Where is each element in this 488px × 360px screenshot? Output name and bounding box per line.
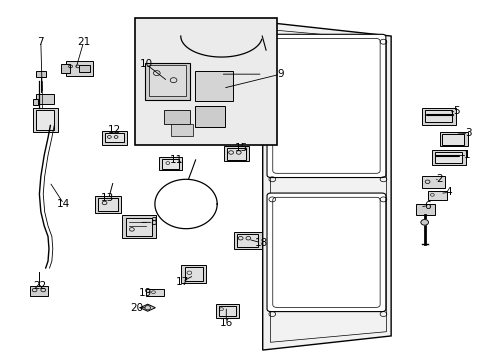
Text: 11: 11 — [169, 155, 183, 165]
Text: 13: 13 — [101, 193, 114, 203]
Bar — [61, 64, 70, 73]
Bar — [125, 218, 152, 236]
Text: 1: 1 — [463, 150, 469, 160]
Bar — [122, 215, 156, 238]
FancyBboxPatch shape — [266, 193, 385, 312]
Text: 8: 8 — [150, 217, 157, 227]
Bar — [415, 204, 434, 215]
Text: 4: 4 — [445, 187, 451, 197]
Text: 17: 17 — [175, 276, 188, 287]
Bar — [36, 71, 45, 77]
Text: 12: 12 — [107, 125, 121, 135]
Bar — [181, 265, 206, 283]
Bar — [224, 147, 249, 161]
Text: 15: 15 — [235, 143, 248, 153]
Bar — [236, 234, 258, 247]
Bar — [36, 94, 54, 104]
Bar — [215, 304, 238, 318]
Text: 18: 18 — [254, 238, 267, 248]
Bar — [144, 63, 190, 100]
Bar — [184, 267, 203, 280]
Text: 2: 2 — [436, 174, 443, 184]
Bar — [421, 176, 444, 189]
Bar — [442, 134, 463, 145]
Bar — [159, 157, 182, 171]
Text: 3: 3 — [464, 129, 470, 139]
Text: 22: 22 — [33, 281, 46, 291]
Bar — [66, 61, 92, 76]
FancyBboxPatch shape — [272, 39, 379, 173]
Text: 21: 21 — [77, 37, 90, 48]
Bar — [95, 196, 121, 213]
Bar — [226, 148, 245, 159]
Text: 9: 9 — [277, 69, 283, 79]
Bar — [104, 134, 123, 142]
Text: 14: 14 — [57, 199, 70, 209]
Bar — [148, 66, 185, 96]
Text: 6: 6 — [424, 201, 430, 211]
Text: 16: 16 — [219, 318, 232, 328]
Bar — [439, 132, 467, 147]
Bar — [102, 131, 126, 145]
Bar — [218, 306, 235, 316]
Bar — [36, 111, 54, 130]
Bar — [424, 110, 451, 122]
Text: 19: 19 — [139, 288, 152, 298]
Bar — [195, 71, 233, 100]
Text: 7: 7 — [38, 37, 44, 47]
Bar — [33, 99, 39, 105]
Bar — [421, 108, 455, 125]
Bar — [233, 232, 261, 249]
Text: 10: 10 — [140, 59, 153, 69]
Bar — [30, 286, 48, 296]
Circle shape — [420, 220, 427, 225]
Bar — [163, 110, 190, 124]
Polygon shape — [262, 22, 390, 350]
Text: 5: 5 — [452, 106, 459, 116]
Bar — [79, 66, 89, 72]
Bar — [33, 108, 58, 132]
FancyBboxPatch shape — [272, 197, 379, 307]
Bar — [434, 152, 461, 163]
Polygon shape — [140, 304, 155, 311]
Text: 20: 20 — [130, 303, 143, 313]
Bar — [98, 198, 117, 211]
Bar — [171, 124, 192, 136]
Bar — [427, 190, 446, 201]
Bar — [145, 289, 163, 296]
FancyBboxPatch shape — [266, 34, 385, 177]
Bar — [135, 18, 276, 145]
Bar — [431, 150, 465, 165]
Bar — [195, 106, 224, 127]
Bar — [162, 159, 179, 169]
